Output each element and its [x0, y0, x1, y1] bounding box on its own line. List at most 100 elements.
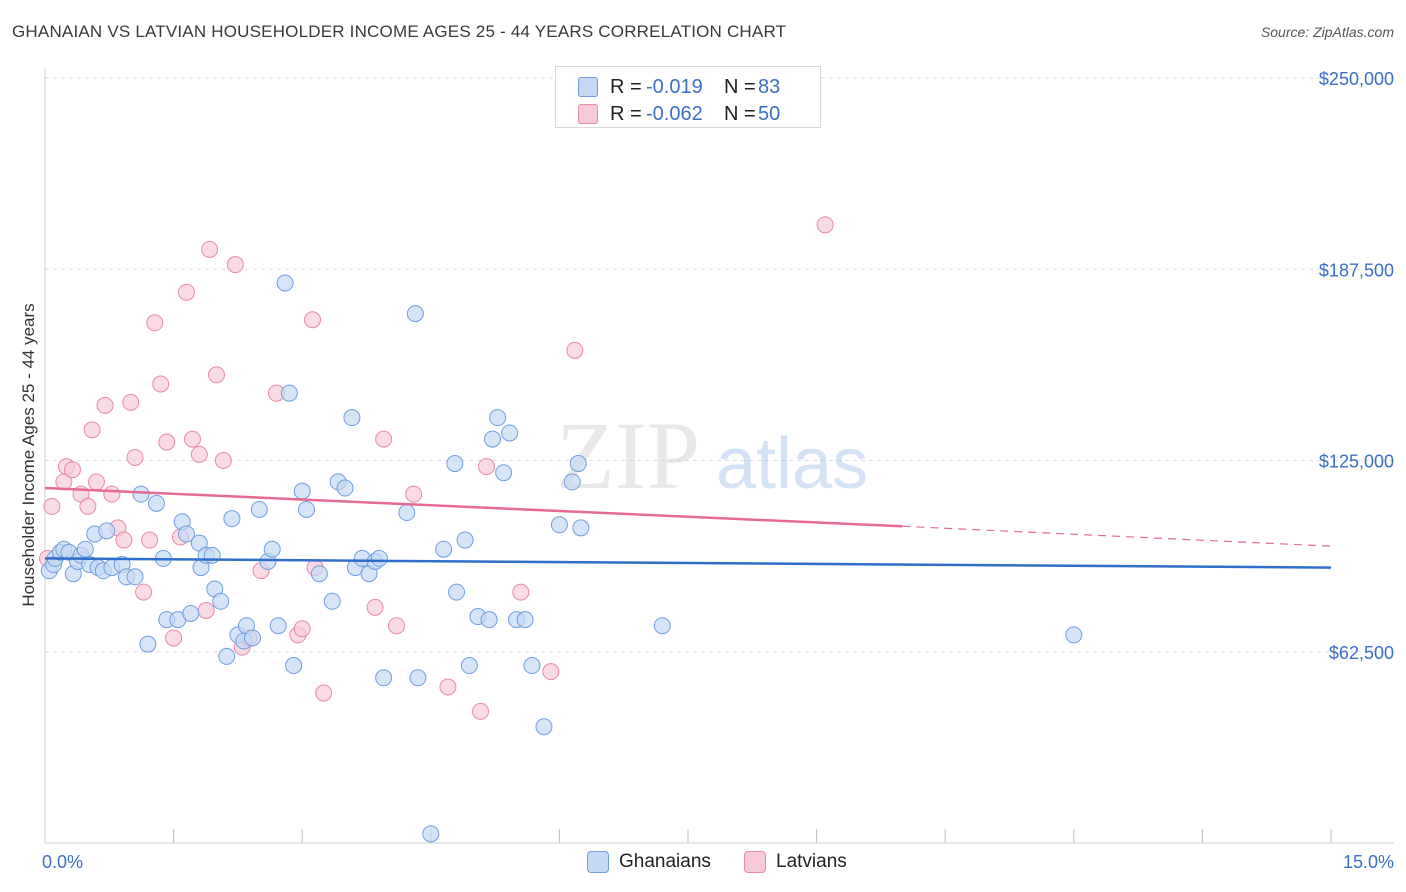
- ghanaian-point-46: [285, 657, 303, 675]
- chart-title: GHANAIAN VS LATVIAN HOUSEHOLDER INCOME A…: [12, 22, 787, 41]
- ghanaian-point-84: [1065, 626, 1083, 644]
- latvian-point-7: [83, 421, 101, 439]
- ghanaian-point-80: [563, 473, 581, 491]
- latvian-point-16: [141, 531, 159, 549]
- legend-row-ghanaians: R = -0.019 N = 83: [578, 75, 780, 99]
- n-value: 83: [758, 75, 781, 98]
- ghanaian-point-76: [516, 611, 534, 629]
- ghanaian-point-42: [263, 540, 281, 558]
- legend-row-latvians: R = -0.062 N = 50: [578, 102, 780, 126]
- x-min-label: 0.0%: [42, 852, 84, 872]
- ghanaian-point-79: [550, 516, 568, 534]
- ghanaian-point-49: [310, 565, 328, 583]
- r-label: R =: [610, 75, 642, 98]
- ghanaian-point-43: [269, 617, 287, 635]
- latvians-trend-extension: [902, 525, 1332, 547]
- latvian-point-38: [315, 684, 333, 702]
- ghanaians-swatch: [578, 77, 598, 97]
- latvian-point-20: [165, 629, 183, 647]
- latvian-point-48: [566, 341, 584, 359]
- latvian-point-4: [63, 461, 81, 479]
- ghanaian-point-40: [250, 500, 268, 518]
- latvian-point-39: [366, 598, 384, 616]
- latvians-legend-swatch: [744, 851, 766, 873]
- y-tick-labels: $62,500 $125,000 $187,500 $250,000: [1319, 69, 1394, 663]
- latvian-point-36: [303, 311, 321, 329]
- x-max-label: 15.0%: [1342, 852, 1394, 872]
- y-tick-label-2: $187,500: [1319, 260, 1394, 280]
- ghanaian-point-31: [203, 546, 221, 564]
- latvian-point-9: [96, 396, 114, 414]
- latvian-point-14: [126, 448, 144, 466]
- ghanaian-point-59: [375, 669, 393, 687]
- latvian-point-41: [388, 617, 406, 635]
- latvian-point-12: [115, 531, 133, 549]
- latvians-swatch: [578, 104, 598, 124]
- ghanaian-point-53: [343, 409, 361, 427]
- latvian-point-25: [197, 601, 215, 619]
- n-value: 50: [758, 102, 781, 125]
- latvian-point-18: [152, 375, 170, 393]
- ghanaian-point-62: [409, 669, 427, 687]
- ghanaian-point-9: [76, 540, 94, 558]
- ghanaian-point-50: [323, 592, 341, 610]
- watermark-atlas: atlas: [716, 424, 868, 504]
- ghanaian-point-68: [460, 657, 478, 675]
- latvian-point-43: [439, 678, 457, 696]
- latvian-point-40: [375, 430, 393, 448]
- correlation-legend: R = -0.019 N = 83 R = -0.062 N = 50: [555, 66, 821, 128]
- ghanaian-point-78: [535, 718, 553, 736]
- ghanaian-point-60: [398, 504, 416, 522]
- latvian-point-28: [214, 452, 232, 469]
- ghanaian-point-58: [370, 549, 388, 567]
- ghanaian-point-66: [448, 583, 466, 601]
- y-tick-label-0: $62,500: [1329, 643, 1394, 663]
- ghanaian-point-33: [212, 592, 230, 610]
- latvians-trend-line: [44, 486, 903, 528]
- ghanaian-point-52: [336, 479, 354, 497]
- ghanaian-point-67: [456, 531, 474, 549]
- ghanaian-point-73: [495, 464, 513, 482]
- ghanaian-point-27: [182, 605, 200, 622]
- latvian-point-8: [87, 473, 105, 491]
- legend-ghanaians: Ghanaians: [587, 851, 711, 873]
- ghanaian-point-81: [569, 455, 587, 473]
- legend-latvians: Latvians: [744, 851, 847, 873]
- ghanaian-point-34: [218, 647, 236, 665]
- latvian-point-6: [79, 497, 97, 515]
- ghanaian-point-71: [484, 430, 502, 448]
- ghanaian-point-26: [177, 525, 195, 543]
- latvian-point-46: [512, 583, 530, 601]
- watermark: ZIP atlas: [556, 402, 868, 509]
- ghanaian-point-77: [523, 657, 541, 675]
- ghanaian-point-21: [147, 494, 165, 512]
- latvians-points: [39, 216, 834, 720]
- latvian-point-17: [146, 314, 164, 332]
- latvian-point-19: [158, 433, 176, 451]
- ghanaian-point-65: [446, 455, 464, 473]
- ghanaian-point-70: [480, 611, 498, 629]
- ghanaian-point-39: [243, 629, 261, 647]
- latvian-point-22: [177, 283, 195, 301]
- ghanaians-legend-swatch: [587, 851, 609, 873]
- latvian-point-13: [122, 393, 140, 411]
- ghanaian-point-20: [139, 635, 157, 653]
- latvian-point-1: [43, 497, 61, 515]
- y-tick-label-1: $125,000: [1319, 452, 1394, 472]
- latvian-point-24: [190, 445, 208, 463]
- ghanaian-point-47: [293, 482, 311, 500]
- latvian-point-27: [207, 366, 225, 384]
- ghanaian-point-35: [223, 510, 241, 528]
- latvian-point-29: [226, 256, 244, 274]
- latvian-point-15: [135, 583, 153, 601]
- latvian-point-23: [183, 430, 201, 448]
- ghanaians-points: [40, 274, 1083, 843]
- ghanaian-point-64: [435, 540, 453, 558]
- series-legend: Ghanaians Latvians: [0, 851, 1406, 877]
- ghanaian-point-14: [98, 522, 116, 540]
- latvian-point-45: [478, 458, 496, 476]
- ghanaian-point-74: [501, 424, 519, 442]
- r-value: -0.062: [646, 102, 703, 125]
- ghanaian-point-72: [489, 409, 507, 427]
